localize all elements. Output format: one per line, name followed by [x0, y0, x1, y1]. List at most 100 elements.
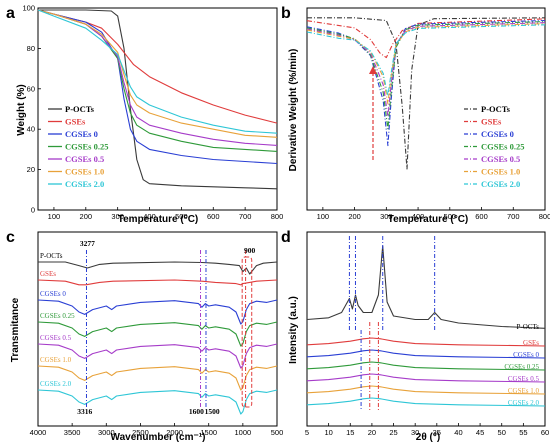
- a-xtick-label-0: 100: [48, 212, 61, 221]
- c-highlight-box: [241, 256, 253, 408]
- a-legend-label-0: P-OCTs: [65, 104, 95, 114]
- d-xtick-label-6: 35: [433, 428, 441, 437]
- d-series-label-4: CGSEs 0.5: [508, 375, 540, 383]
- c-xtick-label-4: 2000: [166, 428, 183, 437]
- b-xlabel: Temperature (°C): [388, 214, 469, 225]
- b-xtick-label-1: 200: [348, 212, 361, 221]
- b-legend-label-3: CGSEs 0.25: [481, 142, 524, 152]
- d-xtick-label-3: 20: [368, 428, 376, 437]
- d-series-line-1: [306, 337, 546, 347]
- c-series-line-0: [38, 261, 278, 275]
- c-series-label-0: P-OCTs: [40, 252, 63, 260]
- c-series-line-2: [37, 299, 278, 325]
- b-legend-label-2: CGSEs 0: [481, 129, 514, 139]
- b-shift-arrow-head: [369, 66, 377, 74]
- b-series-line-5: [306, 23, 546, 105]
- a-xtick-label-2: 300: [111, 212, 124, 221]
- c-plot-frame: [37, 231, 278, 427]
- a-xtick-label-5: 600: [207, 212, 220, 221]
- d-series-label-1: GSEs: [523, 339, 539, 347]
- a-series-line-5: [37, 9, 278, 138]
- c-series-label-5: CGSEs 1.0: [40, 356, 72, 364]
- c-series-label-6: CGSEs 2.0: [40, 380, 72, 388]
- b-xtick-label-6: 700: [507, 212, 520, 221]
- panel-label-b: b: [281, 5, 291, 22]
- a-series-line-6: [37, 9, 278, 134]
- d-series-line-2: [306, 349, 546, 359]
- c-annotation-900: 900: [244, 246, 256, 255]
- c-series-line-3: [37, 321, 278, 347]
- d-xtick-label-2: 15: [346, 428, 354, 437]
- b-series-line-2: [306, 19, 546, 147]
- a-legend-label-1: GSEs: [65, 117, 86, 127]
- b-xtick-label-3: 400: [412, 212, 425, 221]
- c-series-label-3: CGSEs 0.25: [40, 312, 75, 320]
- b-plot-frame: [306, 7, 546, 211]
- c-series-line-1: [37, 279, 278, 286]
- b-xtick-label-2: 300: [380, 212, 393, 221]
- a-ytick-label-2: 40: [27, 125, 35, 134]
- d-series-label-2: CGSEs 0: [513, 351, 539, 359]
- c-ylabel: Transmitance: [10, 297, 21, 362]
- d-xtick-label-9: 50: [498, 428, 506, 437]
- c-annotation-1600: 1600: [189, 407, 204, 416]
- b-legend-label-5: CGSEs 1.0: [481, 167, 520, 177]
- c-annotation-1500: 1500: [205, 407, 220, 416]
- d-series-line-3: [306, 361, 546, 371]
- d-plot-frame: [306, 231, 546, 427]
- a-ytick-label-3: 60: [27, 84, 35, 93]
- b-xtick-label-4: 500: [444, 212, 457, 221]
- panel-label-a: a: [6, 5, 15, 22]
- a-xtick-label-1: 200: [80, 212, 93, 221]
- d-xtick-label-11: 60: [541, 428, 549, 437]
- d-series-label-6: CGSEs 2.0: [508, 399, 540, 407]
- d-series-label-5: CGSEs 1.0: [508, 387, 540, 395]
- c-xtick-label-6: 1000: [235, 428, 252, 437]
- a-xtick-label-4: 500: [175, 212, 188, 221]
- c-series-line-6: [37, 389, 278, 415]
- a-legend-label-4: CGSEs 0.5: [65, 154, 104, 164]
- b-xtick-label-5: 600: [475, 212, 488, 221]
- c-xtick-label-3: 2500: [132, 428, 149, 437]
- a-series-line-2: [37, 9, 278, 165]
- a-legend-label-3: CGSEs 0.25: [65, 142, 108, 152]
- b-legend-label-6: CGSEs 2.0: [481, 179, 520, 189]
- b-legend-label-1: GSEs: [481, 117, 502, 127]
- b-series-line-3: [306, 21, 546, 130]
- b-series-line-0: [307, 17, 546, 170]
- d-xtick-label-0: 5: [305, 428, 309, 437]
- c-series-label-2: CGSEs 0: [40, 290, 66, 298]
- a-xtick-label-6: 700: [239, 212, 252, 221]
- b-series-line-4: [306, 22, 546, 117]
- c-xtick-label-1: 3500: [64, 428, 81, 437]
- b-series-line-1: [306, 18, 546, 59]
- d-ylabel: Intensity (a.u.): [288, 296, 299, 364]
- c-series-label-1: GSEs: [40, 270, 56, 278]
- d-series-line-6: [306, 397, 546, 407]
- a-legend-label-5: CGSEs 1.0: [65, 167, 104, 177]
- c-xtick-label-2: 3000: [98, 428, 115, 437]
- d-series-line-4: [306, 373, 546, 383]
- c-series-line-4: [37, 343, 278, 369]
- a-xtick-label-3: 400: [143, 212, 156, 221]
- c-xtick-label-5: 1500: [200, 428, 217, 437]
- b-legend-label-4: CGSEs 0.5: [481, 154, 520, 164]
- d-series-label-0: P-OCTs: [517, 323, 540, 331]
- d-xtick-label-8: 45: [476, 428, 484, 437]
- c-series-label-4: CGSEs 0.5: [40, 334, 72, 342]
- a-ylabel: Weight (%): [16, 84, 27, 135]
- c-xtick-label-7: 500: [271, 428, 284, 437]
- a-ytick-label-0: 0: [31, 206, 35, 215]
- c-series-line-5: [37, 365, 278, 391]
- panel-label-c: c: [6, 229, 15, 246]
- d-xtick-label-1: 10: [324, 428, 332, 437]
- d-series-line-0: [306, 245, 546, 329]
- a-legend-label-6: CGSEs 2.0: [65, 179, 104, 189]
- a-ytick-label-5: 100: [22, 4, 35, 13]
- c-xlabel: Wavenumber (cm⁻¹): [111, 432, 206, 443]
- c-annotation-3316: 3316: [77, 407, 92, 416]
- c-xtick-label-0: 4000: [30, 428, 47, 437]
- b-xtick-label-7: 800: [539, 212, 550, 221]
- b-series-line-6: [306, 24, 546, 97]
